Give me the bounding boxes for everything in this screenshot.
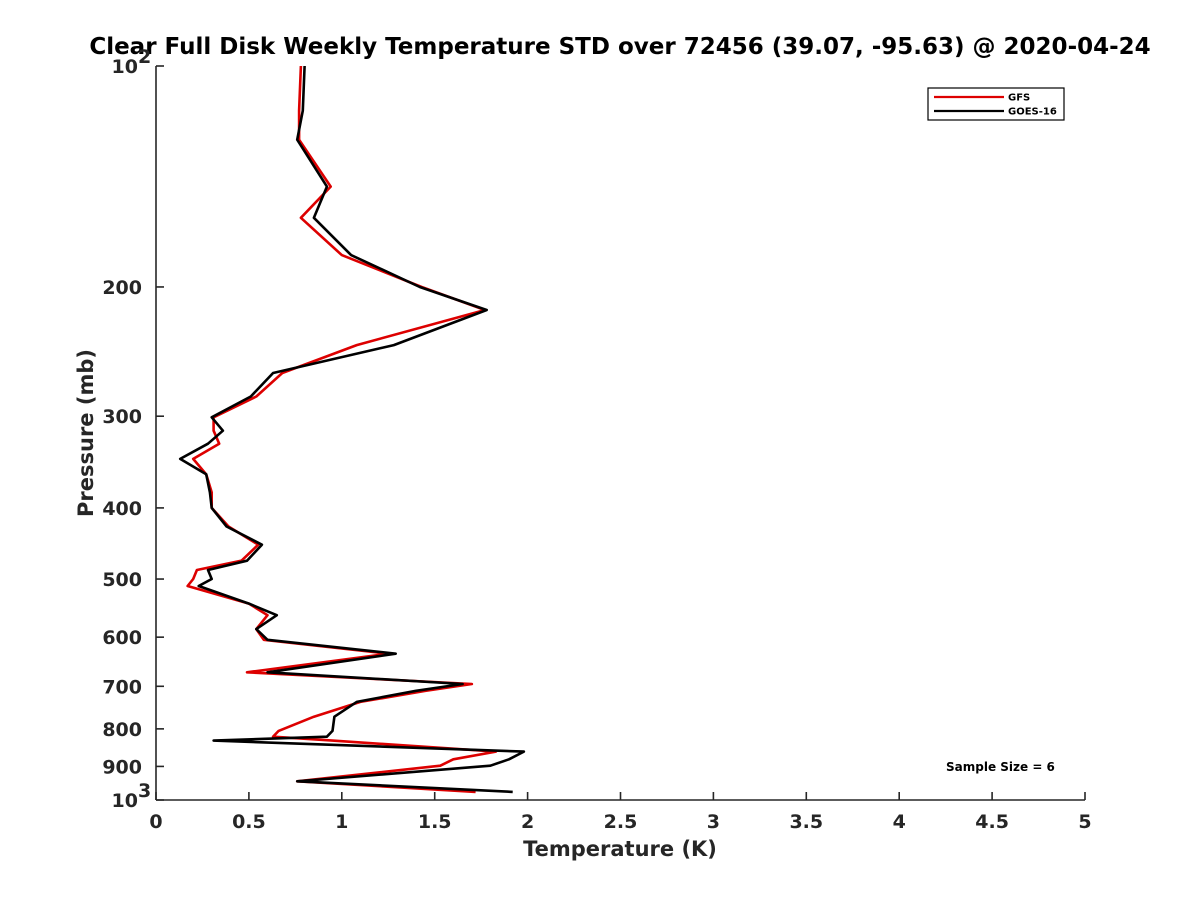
legend: GFS GOES-16 <box>927 87 1065 121</box>
x-tick-label: 1 <box>335 811 348 833</box>
x-tick-label: 4.5 <box>975 811 1009 833</box>
series-layer <box>178 65 526 794</box>
x-tick-label: 3 <box>707 811 720 833</box>
x-axis-ticks: 0 0.5 1 1.5 2 2.5 3 3.5 4 4.5 5 <box>149 792 1092 833</box>
legend-label-gfs: GFS <box>1008 93 1030 104</box>
x-tick-label: 0 <box>149 811 162 833</box>
y-tick-label: 600 <box>102 627 142 649</box>
y-tick-label: 400 <box>102 498 142 520</box>
y-axis-label: Pressure (mb) <box>74 349 98 517</box>
y-tick-label: 10 <box>112 790 138 812</box>
y-tick-label: 200 <box>102 277 142 299</box>
x-tick-label: 2 <box>521 811 534 833</box>
x-tick-label: 5 <box>1078 811 1091 833</box>
y-tick-label: 300 <box>102 406 142 428</box>
x-tick-label: 4 <box>893 811 906 833</box>
y-tick-label: 500 <box>102 569 142 591</box>
x-tick-label: 2.5 <box>604 811 638 833</box>
legend-box <box>927 87 1065 121</box>
y-tick-label: 800 <box>102 719 142 741</box>
series-line-goes-16 <box>178 65 526 794</box>
chart-title: Clear Full Disk Weekly Temperature STD o… <box>89 34 1150 60</box>
x-axis-label: Temperature (K) <box>523 837 717 861</box>
x-tick-label: 3.5 <box>789 811 823 833</box>
y-tick-label: 900 <box>102 756 142 778</box>
sample-size-annotation: Sample Size = 6 <box>946 760 1055 774</box>
x-tick-label: 0.5 <box>232 811 266 833</box>
plot-area <box>156 66 1085 800</box>
legend-label-goes-16: GOES-16 <box>1008 107 1057 118</box>
x-tick-label: 1.5 <box>418 811 452 833</box>
y-tick-exponent: 3 <box>138 780 151 802</box>
y-tick-exponent: 2 <box>138 46 151 68</box>
y-tick-label: 700 <box>102 676 142 698</box>
y-tick-label: 10 <box>112 56 138 78</box>
